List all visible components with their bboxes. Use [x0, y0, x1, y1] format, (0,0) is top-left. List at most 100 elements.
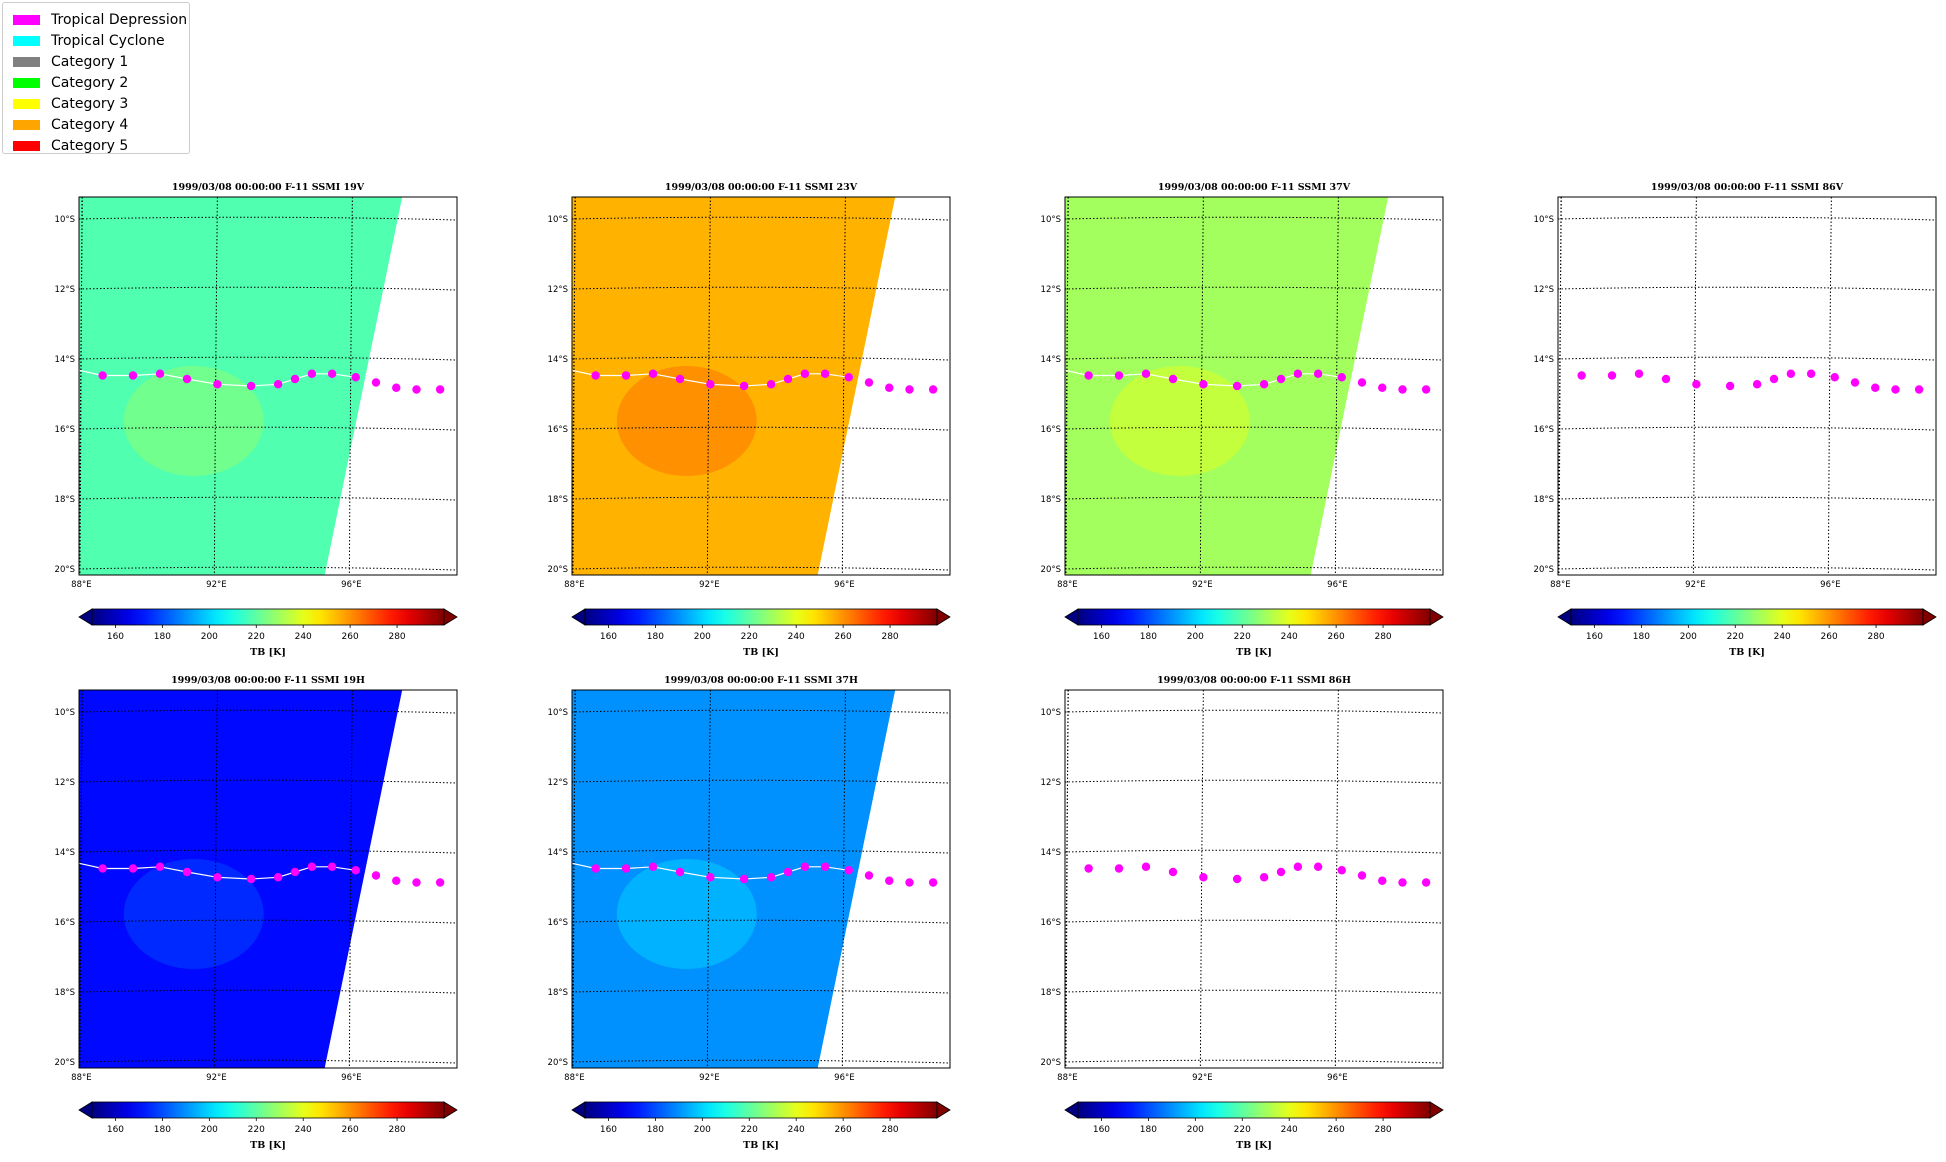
colorbar-tick-label: 180	[1140, 1125, 1157, 1135]
track-point	[1634, 369, 1644, 378]
lon-tick-label: 88°E	[1057, 580, 1077, 590]
track-point	[1293, 862, 1303, 871]
lon-tick-label: 88°E	[1057, 1073, 1077, 1083]
lon-tick-label: 96°E	[341, 1073, 361, 1083]
plot-frame	[1064, 196, 1444, 576]
meridian-96	[1334, 690, 1339, 1068]
legend-swatch	[13, 14, 40, 25]
parallel-14	[1065, 356, 1443, 361]
track-point	[98, 371, 107, 380]
lat-tick-label: 16°S	[1041, 918, 1061, 928]
legend-swatch	[13, 77, 40, 88]
track-point	[1084, 864, 1093, 873]
colorbar-extend-low	[571, 608, 586, 626]
colorbar-extend-low	[1064, 608, 1079, 626]
colorbar-tick-label: 220	[1234, 632, 1251, 642]
meridian-96	[348, 197, 353, 575]
colorbar-tick-label: 260	[835, 632, 852, 642]
track-point	[844, 373, 853, 382]
track-point	[273, 380, 283, 389]
lat-tick-label: 14°S	[548, 355, 568, 365]
track-point	[1276, 374, 1286, 384]
lat-tick-label: 10°S	[55, 708, 75, 718]
parallel-12	[572, 286, 950, 291]
track-point	[1276, 867, 1286, 877]
track-point	[648, 862, 658, 871]
lat-tick-label: 16°S	[55, 918, 75, 928]
lon-tick-label: 92°E	[1192, 580, 1212, 590]
parallel-18	[572, 989, 950, 994]
track-point	[1871, 383, 1880, 392]
lat-tick-label: 16°S	[548, 918, 568, 928]
colorbar-extend-low	[1557, 608, 1572, 626]
track-point	[1891, 385, 1900, 394]
meridian-96	[348, 690, 353, 1068]
track-point	[327, 862, 337, 871]
lat-tick-label: 10°S	[55, 215, 75, 225]
colorbar-label: TB [K]	[1729, 647, 1765, 658]
track-point	[213, 380, 222, 389]
legend-item-tropical-depression: Tropical Depression	[3, 9, 189, 30]
legend-item-category-4: Category 4	[3, 114, 189, 135]
lat-tick-label: 20°S	[548, 1058, 568, 1068]
colorbar-tick-label: 160	[107, 632, 124, 642]
colorbar-tick-label: 260	[1328, 1125, 1345, 1135]
lat-tick-label: 18°S	[55, 988, 75, 998]
colorbar-extend-low	[571, 1101, 586, 1119]
track-point	[1607, 371, 1617, 380]
track-point	[1769, 374, 1779, 384]
colorbar	[584, 1101, 938, 1119]
lat-tick-label: 12°S	[1041, 285, 1061, 295]
track-point	[800, 862, 810, 871]
parallel-16	[1065, 919, 1443, 924]
track-point	[182, 374, 192, 384]
parallel-12	[1065, 779, 1443, 784]
legend-label: Category 4	[51, 116, 129, 133]
lon-tick-label: 88°E	[564, 580, 584, 590]
lon-tick-label: 88°E	[1550, 580, 1570, 590]
colorbar-label: TB [K]	[743, 647, 779, 658]
track-point	[739, 874, 749, 884]
colorbar-tick-label: 240	[1281, 632, 1298, 642]
track-point	[928, 385, 938, 394]
lat-tick-label: 12°S	[548, 285, 568, 295]
colorbar-extend-high	[936, 608, 951, 626]
parallel-14	[79, 849, 457, 854]
track-point	[155, 369, 165, 378]
track-point	[435, 878, 445, 887]
lat-tick-label: 12°S	[55, 285, 75, 295]
track-point	[307, 369, 317, 378]
meridian-96	[1827, 197, 1832, 575]
colorbar-tick-label: 220	[1727, 632, 1744, 642]
lat-tick-label: 20°S	[55, 1058, 75, 1068]
lat-tick-label: 12°S	[1041, 778, 1061, 788]
track-point	[246, 874, 256, 884]
track-point	[1661, 374, 1671, 384]
colorbar-extend-low	[1064, 1101, 1079, 1119]
lat-tick-label: 20°S	[1534, 565, 1554, 575]
track-point	[1259, 873, 1269, 882]
swath-feature	[123, 859, 264, 969]
colorbar-tick-label: 260	[835, 1125, 852, 1135]
colorbar-tick-label: 280	[388, 1125, 405, 1135]
lon-tick-label: 96°E	[1327, 580, 1347, 590]
colorbar-label: TB [K]	[1236, 647, 1272, 658]
parallel-20	[79, 566, 457, 571]
track-point	[800, 369, 810, 378]
track-point	[1114, 864, 1124, 873]
track-point	[371, 871, 381, 880]
panel-title: 1999/03/08 00:00:00 F-11 SSMI 19H	[171, 675, 365, 686]
track-point	[290, 374, 300, 384]
panel-6: 1999/03/08 00:00:00 F-11 SSMI 37H 10°S 12°…	[548, 675, 951, 1151]
parallel-14	[572, 849, 950, 854]
track-point	[1850, 378, 1860, 387]
panel-1: 1999/03/08 00:00:00 F-11 SSMI 19V 10°S 12°…	[55, 182, 458, 658]
track-point	[783, 867, 793, 877]
track-point	[1141, 369, 1151, 378]
colorbar-tick-label: 200	[201, 632, 218, 642]
parallel-16	[1065, 426, 1443, 431]
track-point	[412, 385, 421, 394]
colorbar-tick-label: 180	[154, 632, 171, 642]
colorbar-label: TB [K]	[250, 1140, 286, 1151]
lon-tick-label: 92°E	[1685, 580, 1705, 590]
